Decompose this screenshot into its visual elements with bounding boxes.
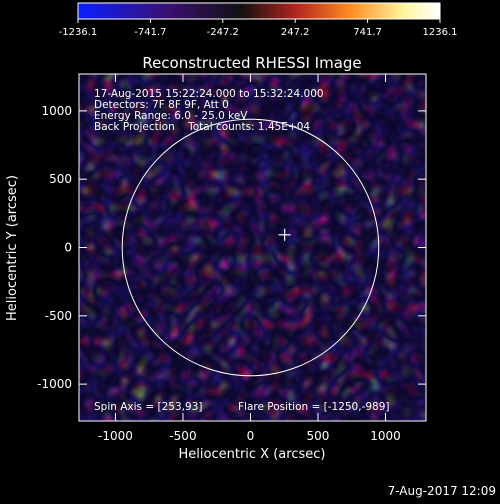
solar-limb-circle — [121, 118, 380, 377]
y-tick-label: 0 — [64, 241, 72, 255]
annotation-counts: Back Projection Total counts: 1.45E+04 — [94, 121, 310, 133]
x-tick-label: 0 — [247, 429, 255, 443]
x-tick-label: -1000 — [98, 429, 133, 443]
x-tick-label: 1000 — [370, 429, 401, 443]
x-axis: -1000 -500 0 500 1000 — [98, 74, 401, 443]
y-axis-label: Heliocentric Y (arcsec) — [5, 175, 20, 321]
x-tick-label: 500 — [307, 429, 330, 443]
annotation-flare-position: Flare Position = [-1250,-989] — [238, 401, 390, 413]
x-axis-label: Heliocentric X (arcsec) — [179, 447, 326, 462]
x-tick-label: -500 — [169, 429, 196, 443]
footer-timestamp: 7-Aug-2017 12:09 — [388, 484, 496, 498]
y-tick-label: 500 — [49, 172, 72, 186]
y-tick-label: -500 — [45, 309, 72, 323]
plot-title: Reconstructed RHESSI Image — [142, 54, 361, 72]
colorbar-tick-label: -741.7 — [134, 27, 166, 38]
colorbar-tick-label: -247.2 — [207, 27, 239, 38]
annotation-detectors: Detectors: 7F 8F 9F, Att 0 — [94, 99, 229, 111]
annotation-block: 17-Aug-2015 15:22:24.000 to 15:32:24.000… — [94, 88, 390, 413]
annotation-spin-axis: Spin Axis = [253,93] — [94, 401, 202, 413]
heatmap-image — [79, 74, 426, 421]
spin-axis-marker — [278, 228, 291, 241]
annotation-time-range: 17-Aug-2015 15:22:24.000 to 15:32:24.000 — [94, 88, 324, 100]
colorbar-gradient — [77, 2, 441, 20]
y-tick-label: 1000 — [41, 104, 72, 118]
colorbar-tick-label: 247.2 — [281, 27, 310, 38]
y-axis: 1000 500 0 -500 -1000 — [37, 104, 426, 391]
colorbar: -1236.1 -741.7 -247.2 247.2 741.7 1236.1 — [59, 2, 458, 38]
colorbar-tick-label: -1236.1 — [59, 27, 98, 38]
colorbar-tick-label: 1236.1 — [423, 27, 458, 38]
y-tick-label: -1000 — [37, 377, 72, 391]
annotation-energy-range: Energy Range: 6.0 - 25.0 keV — [94, 110, 248, 122]
colorbar-ticks: -1236.1 -741.7 -247.2 247.2 741.7 1236.1 — [59, 19, 458, 38]
colorbar-tick-label: 741.7 — [353, 27, 382, 38]
